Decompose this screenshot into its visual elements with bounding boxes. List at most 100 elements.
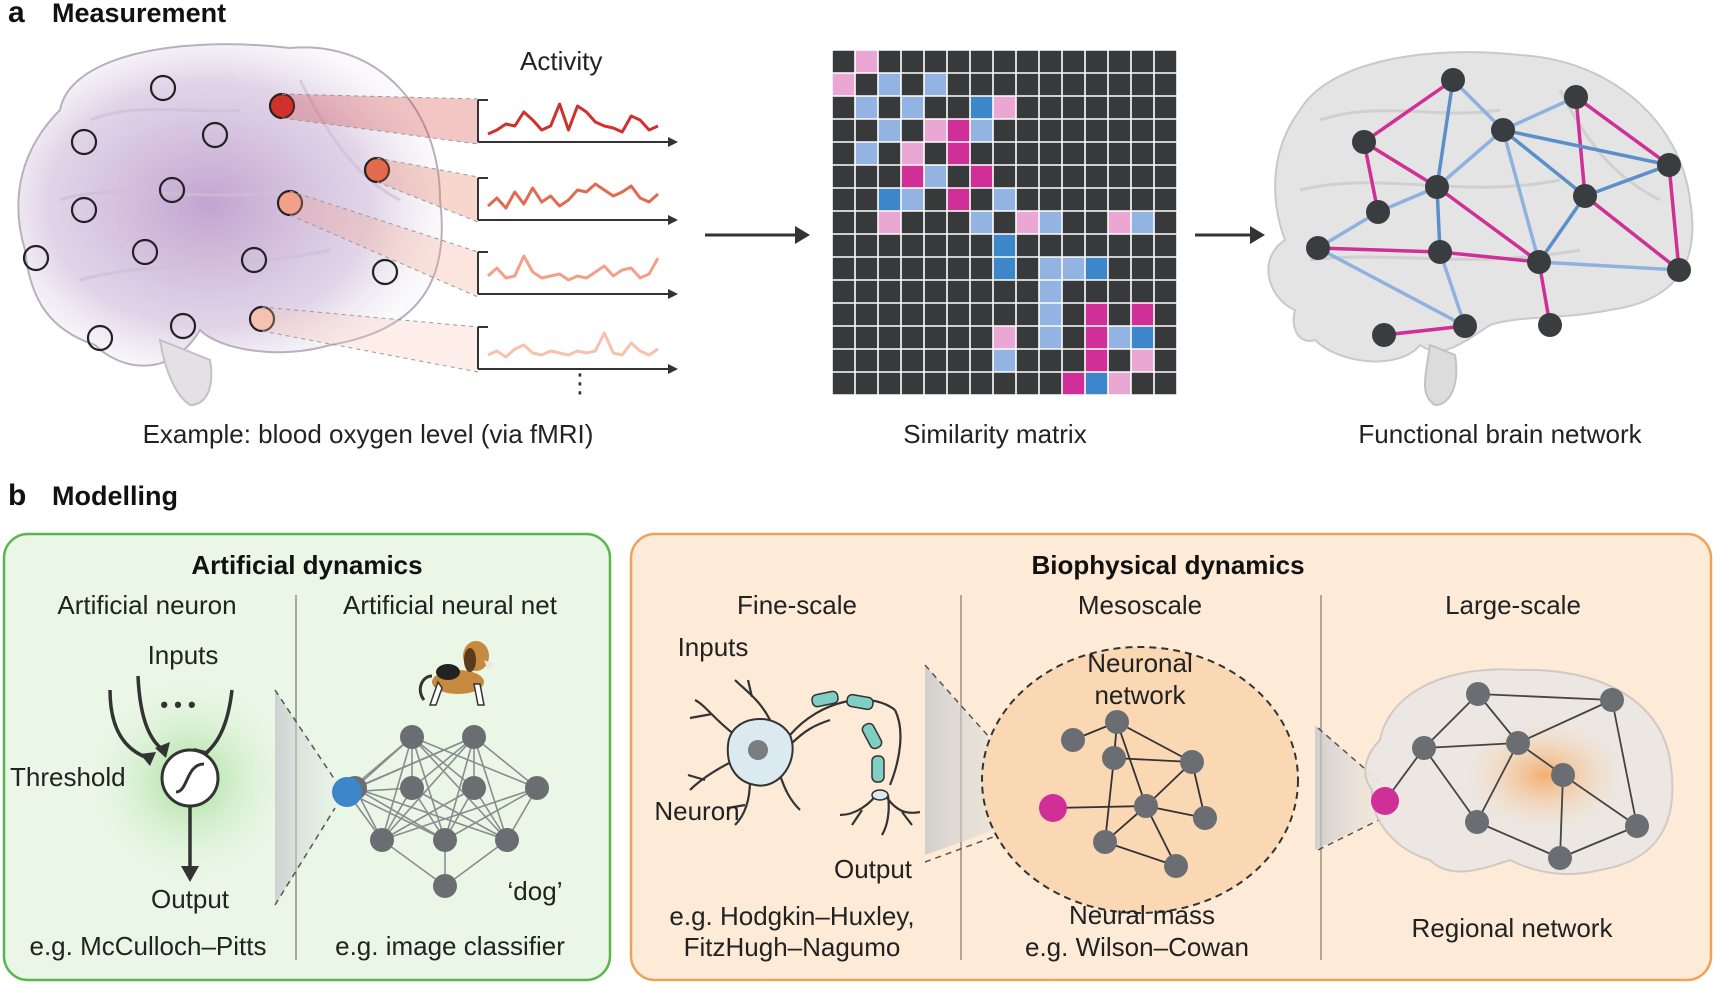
matrix-cell — [924, 119, 947, 142]
sigmoid-icon — [175, 762, 205, 794]
threshold-node — [160, 748, 220, 808]
inputs-dots: • • • — [160, 692, 195, 717]
network-node — [1453, 314, 1477, 338]
regional-node — [1600, 688, 1624, 712]
activity-trace — [486, 254, 660, 282]
ann-edge — [381, 787, 538, 841]
regional-edge — [1477, 693, 1613, 701]
large-zoom-cone — [1315, 725, 1405, 850]
regional-node — [1412, 736, 1436, 760]
network-edge — [1537, 194, 1587, 264]
network-edge — [1501, 128, 1587, 198]
matrix-cell — [947, 119, 970, 142]
mesoscale-title: Mesoscale — [1078, 590, 1202, 620]
measurement-brain — [17, 43, 443, 407]
ann-edge — [473, 736, 538, 789]
matrix-cell — [1062, 257, 1085, 280]
output-label: Output — [151, 884, 230, 914]
large-scale-title: Large-scale — [1445, 590, 1581, 620]
network-label: network — [1094, 680, 1186, 710]
ann-node — [400, 776, 424, 800]
electrode — [201, 121, 229, 149]
electrode — [158, 176, 186, 204]
ann-node — [433, 828, 457, 852]
signal-beams — [261, 93, 479, 373]
network-edge — [1435, 79, 1455, 188]
mesoscale-network — [1039, 710, 1217, 878]
fine-inputs-label: Inputs — [678, 632, 749, 662]
caption-similarity-matrix: Similarity matrix — [903, 419, 1086, 449]
ann-edge — [354, 736, 413, 789]
matrix-cell — [1085, 349, 1108, 372]
ann-edge — [444, 736, 475, 841]
neuron-icon — [687, 679, 921, 836]
network-edge — [1583, 194, 1681, 272]
ann-node — [525, 776, 549, 800]
matrix-cell — [1062, 372, 1085, 395]
matrix-cell — [993, 234, 1016, 257]
matrix-cell — [993, 188, 1016, 211]
matrix-cell — [970, 165, 993, 188]
regional-node — [1551, 763, 1575, 787]
signal-beam — [282, 94, 478, 144]
artificial-neural-net — [332, 725, 549, 898]
trace-axis-arrow — [668, 364, 678, 374]
ann-highlight-node — [332, 777, 362, 807]
network-edge — [1538, 260, 1680, 272]
ann-node — [495, 828, 519, 852]
ann-node — [370, 828, 394, 852]
network-edge — [1435, 185, 1541, 264]
meso-node — [1164, 854, 1188, 878]
electrode — [22, 244, 50, 272]
activity-traces — [477, 99, 678, 374]
matrix-cell — [1131, 349, 1154, 372]
matrix-cell — [878, 211, 901, 234]
activity-label: Activity — [520, 46, 602, 76]
network-node — [1657, 153, 1681, 177]
signal-beam — [290, 191, 478, 297]
panel-a-title: Measurement — [52, 0, 226, 28]
ann-zoom-line-top — [274, 689, 336, 781]
trace-axis-arrow — [668, 137, 678, 147]
network-node — [1428, 240, 1452, 264]
ann-zoom-cone — [275, 690, 345, 905]
network-node — [1491, 118, 1515, 142]
regional-edge — [1423, 747, 1478, 823]
ann-node — [433, 874, 457, 898]
meso-node — [1180, 750, 1204, 774]
arrow-to-network — [1195, 226, 1265, 244]
meso-node — [1105, 710, 1129, 734]
network-edge — [1574, 95, 1671, 167]
matrix-cell — [1085, 326, 1108, 349]
network-node — [1538, 313, 1562, 337]
fine-scale-title: Fine-scale — [737, 590, 857, 620]
beam-edge — [376, 157, 479, 178]
meso-node — [1102, 746, 1126, 770]
ann-edge — [381, 839, 446, 887]
ann-edge — [444, 787, 538, 841]
hodgkin-huxley-label: e.g. Hodgkin–Huxley, — [669, 901, 914, 931]
ann-edge — [381, 736, 475, 841]
matrix-cell — [1039, 280, 1062, 303]
meso-edge — [1116, 721, 1147, 807]
dog-icon — [418, 641, 494, 706]
meso-zoom-line-top — [924, 664, 1046, 801]
meso-edge — [1113, 757, 1193, 763]
signal-beam — [377, 158, 478, 222]
matrix-cell — [1108, 372, 1131, 395]
regional-node — [1465, 810, 1489, 834]
activity-trace — [486, 182, 660, 210]
panel-b-title: Modelling — [52, 481, 178, 511]
regional-edge — [1559, 774, 1564, 859]
matrix-cell — [970, 119, 993, 142]
matrix-cell — [1039, 211, 1062, 234]
beam-edge — [281, 117, 479, 145]
caption-functional-network: Functional brain network — [1358, 419, 1642, 449]
matrix-cell — [970, 211, 993, 234]
dog-label: ‘dog’ — [508, 876, 563, 906]
ann-zoom-line-bottom — [274, 807, 336, 906]
matrix-cell — [993, 326, 1016, 349]
network-edge — [1584, 163, 1670, 198]
regional-node — [1506, 731, 1530, 755]
matrix-cell — [993, 349, 1016, 372]
